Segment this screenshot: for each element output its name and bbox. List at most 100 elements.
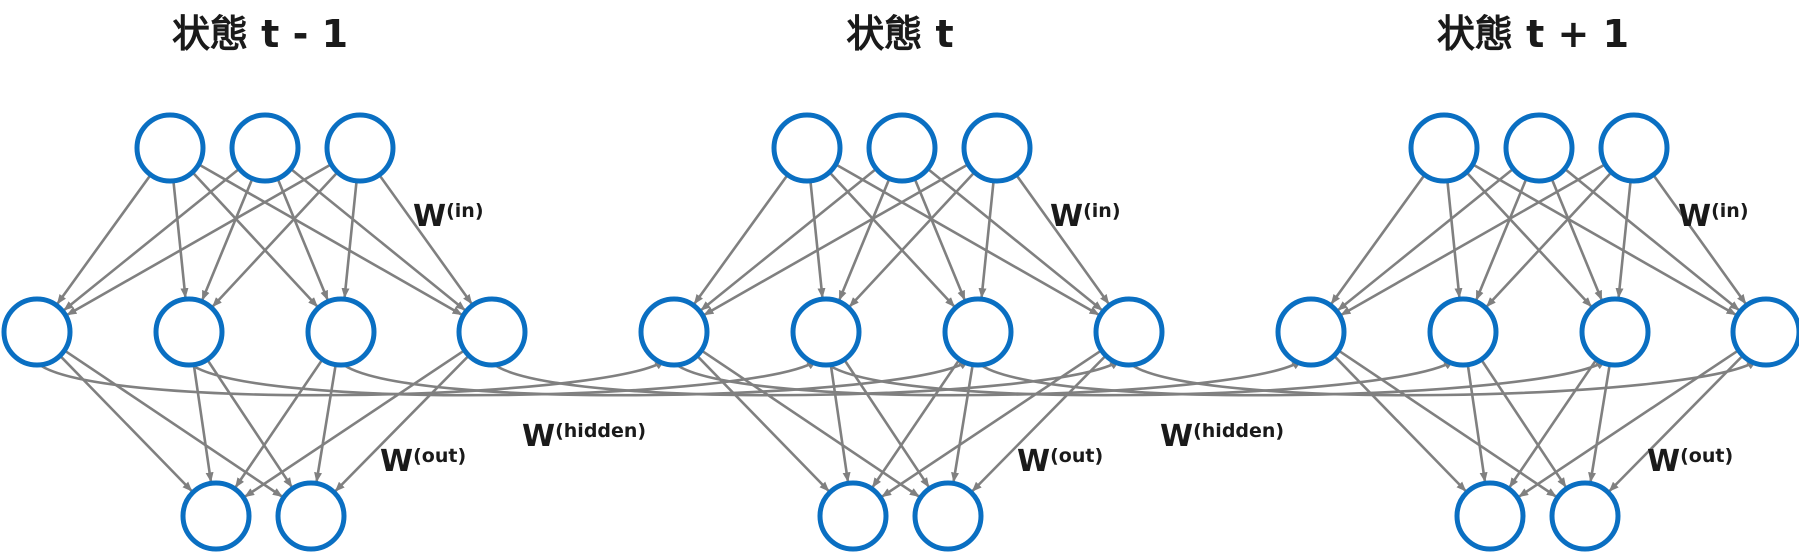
edge-in-next-1-2 [1550, 178, 1603, 301]
input-node-current-1 [771, 112, 843, 184]
edge-in-next-1-0 [1337, 167, 1515, 312]
input-node-next-2 [1503, 112, 1575, 184]
edge-in-prev-2-0 [66, 163, 332, 316]
edge-in-prev-1-0 [63, 167, 241, 312]
hidden-node-prev-2 [153, 296, 225, 368]
edge-out-prev-2-1 [314, 364, 337, 483]
nodes-layer [1, 112, 1799, 552]
input-node-prev-1 [134, 112, 206, 184]
edge-in-current-1-3 [926, 167, 1103, 312]
edge-out-current-2-0 [871, 358, 961, 488]
edge-out-current-1-1 [843, 358, 930, 488]
edge-hidden-current-3 [1128, 359, 1757, 397]
edge-in-current-2-1 [848, 171, 976, 308]
edge-in-next-0-2 [1465, 171, 1593, 308]
edge-in-current-0-3 [835, 163, 1100, 316]
edge-in-prev-0-0 [56, 173, 152, 305]
edge-out-prev-2-0 [234, 358, 324, 488]
edge-out-prev-3-0 [244, 349, 466, 498]
edge-in-prev-1-2 [276, 178, 329, 301]
edge-out-next-1-1 [1480, 358, 1567, 488]
hidden-node-next-2 [1427, 296, 1499, 368]
edge-out-next-3-1 [1608, 354, 1744, 492]
state-title-next: 状態 t + 1 [1437, 12, 1629, 56]
edge-in-current-2-0 [703, 163, 969, 316]
edge-in-current-1-2 [913, 178, 966, 301]
hidden-node-prev-3 [305, 296, 377, 368]
edge-out-next-1-0 [1466, 364, 1488, 483]
hidden-node-next-1 [1275, 296, 1347, 368]
input-node-next-1 [1408, 112, 1480, 184]
edge-in-next-0-1 [1446, 180, 1463, 299]
input-node-current-3 [961, 112, 1033, 184]
hidden-node-current-4 [1093, 296, 1165, 368]
w-hidden-label-2: W(hidden) [1160, 419, 1284, 454]
output-node-next-1 [1454, 480, 1526, 552]
w-in-label-current: W(in) [1050, 199, 1121, 234]
edge-hidden-prev-1 [188, 359, 817, 397]
state-title-prev: 状態 t - 1 [172, 12, 348, 56]
w-out-label-current: W(out) [1017, 444, 1103, 479]
hidden-node-current-1 [638, 296, 710, 368]
edge-in-next-1-1 [1475, 178, 1528, 301]
input-node-current-2 [866, 112, 938, 184]
w-in-label-prev: W(in) [413, 199, 484, 234]
edge-in-current-1-1 [838, 178, 891, 301]
edge-out-next-0-0 [1333, 354, 1467, 492]
hidden-node-next-3 [1579, 296, 1651, 368]
input-node-prev-3 [324, 112, 396, 184]
edge-out-prev-1-0 [192, 364, 214, 483]
edge-out-prev-3-1 [334, 354, 470, 492]
edge-hidden-current-2 [977, 359, 1606, 397]
edge-in-current-0-2 [828, 171, 956, 308]
edge-in-next-0-0 [1330, 173, 1426, 305]
edge-in-current-0-1 [809, 180, 826, 299]
edge-out-next-2-0 [1508, 358, 1598, 488]
hidden-node-prev-4 [456, 296, 528, 368]
w-out-label-next: W(out) [1647, 444, 1733, 479]
edge-out-current-3-0 [881, 349, 1103, 498]
output-node-current-2 [912, 480, 984, 552]
edge-in-current-0-0 [693, 173, 789, 305]
edge-in-current-1-0 [700, 167, 878, 312]
edge-in-prev-2-2 [341, 180, 358, 299]
edge-in-prev-0-2 [191, 171, 319, 308]
output-node-prev-1 [180, 480, 252, 552]
edge-in-current-2-3 [1015, 174, 1110, 305]
w-hidden-label-1: W(hidden) [522, 419, 646, 454]
edge-in-next-2-2 [1615, 180, 1632, 299]
edge-in-prev-1-3 [289, 167, 466, 312]
edge-hidden-prev-2 [340, 359, 969, 397]
edge-in-prev-0-3 [198, 163, 463, 316]
hidden-node-current-3 [942, 296, 1014, 368]
hidden-node-prev-1 [1, 296, 73, 368]
edge-in-next-1-3 [1563, 167, 1740, 312]
edge-hidden-prev-0 [36, 359, 665, 397]
edge-in-prev-2-1 [211, 171, 339, 308]
w-in-label-next: W(in) [1678, 199, 1749, 234]
edge-in-prev-1-1 [201, 178, 254, 301]
edge-out-current-3-1 [971, 354, 1107, 492]
output-node-current-1 [817, 480, 889, 552]
edge-in-current-2-2 [978, 180, 995, 299]
edge-out-next-2-1 [1588, 364, 1611, 483]
edge-in-prev-0-1 [172, 180, 189, 299]
output-node-prev-2 [275, 480, 347, 552]
edges-layer [36, 163, 1757, 498]
edge-in-prev-2-3 [378, 174, 473, 305]
edge-hidden-prev-3 [491, 359, 1120, 397]
edge-in-next-2-1 [1485, 171, 1613, 308]
edge-in-next-2-0 [1340, 163, 1606, 316]
edge-in-next-2-3 [1652, 174, 1747, 305]
labels-layer: 状態 t - 1 状態 t 状態 t + 1 W(in) W(in) W(in)… [172, 12, 1749, 479]
edge-out-next-3-0 [1518, 349, 1740, 498]
hidden-node-next-4 [1730, 296, 1799, 368]
w-out-label-prev: W(out) [380, 444, 466, 479]
edge-hidden-current-0 [673, 359, 1302, 397]
edge-out-current-2-1 [951, 364, 974, 483]
edge-out-current-1-0 [829, 364, 851, 483]
edge-out-prev-1-1 [206, 358, 293, 488]
input-node-prev-2 [229, 112, 301, 184]
output-node-next-2 [1549, 480, 1621, 552]
